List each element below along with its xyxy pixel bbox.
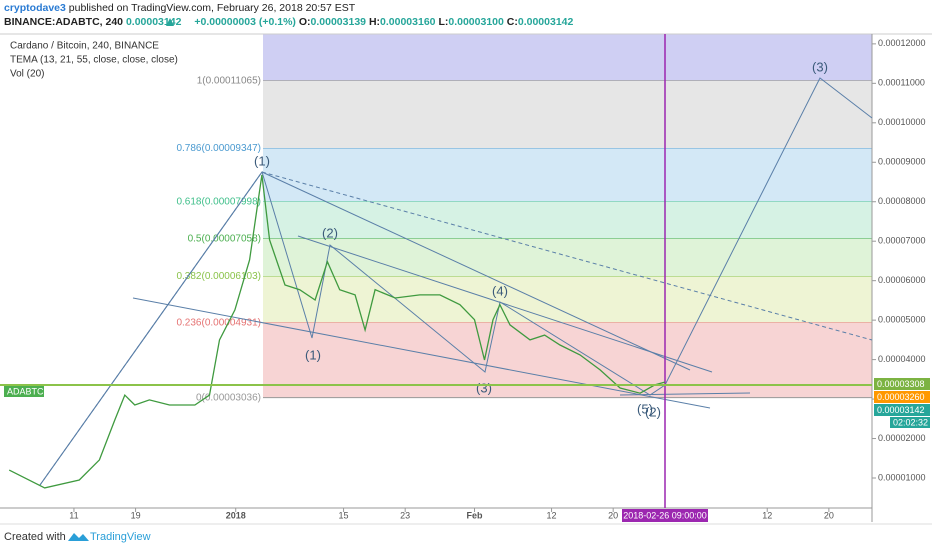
l: 0.00003100 [448,16,504,28]
fib-label: 0.236(0.00004931) [176,318,261,329]
fib-zone [263,276,872,323]
dashed-trend [261,171,873,341]
x-tick-label: 12 [547,510,557,520]
wave-path [39,77,873,486]
wave-label: (1) [254,153,270,168]
y-tick-label: 0.00007000 [878,236,926,246]
symbol-tag [4,386,44,397]
fib-label: 0.5(0.00007058) [188,234,261,245]
y-tick-label: 0.00012000 [878,38,926,48]
legend-title: Cardano / Bitcoin, 240, BINANCE [10,41,159,52]
x-tick-label: 23 [400,510,410,520]
date-tag-text: 2018-02-26 09:00:00 [623,510,707,520]
x-tick-label: Feb [467,510,484,520]
h: 0.00003160 [380,16,436,28]
symbol: BINANCE:ADABTC, 240 [4,16,123,28]
wave-label: (2) [645,404,661,419]
up-arrow [166,18,174,26]
flat-line [619,392,751,396]
o-label: O: [299,16,311,28]
grid-layer: 0.000010000.000020000.000030000.00004000… [69,38,925,520]
wave-label: (1) [305,347,321,362]
fib-label: 0.382(0.00006103) [176,271,261,282]
author: cryptodave3 [4,2,66,14]
x-tick-label: 20 [608,510,618,520]
o: 0.00003139 [311,16,367,28]
x-tick-label: 15 [339,510,349,520]
published: published on TradingView.com, February 2… [69,2,356,14]
legend-vol: Vol (20) [10,69,44,80]
y-tick-label: 0.00009000 [878,157,926,167]
fib-label: 0(0.00003036) [196,392,261,403]
price-tag [874,391,930,403]
x-tick-label: 12 [762,510,772,520]
y-tick-label: 0.00005000 [878,315,926,325]
price-tag-text: 0.00003260 [877,392,925,402]
fib-label: 0.618(0.00007998) [176,196,261,207]
wave-label: (4) [492,283,508,298]
wedge-lower [132,297,711,409]
header-line: cryptodave3 published on TradingView.com… [4,2,356,14]
wave-label: (3) [812,59,828,74]
logo [68,533,89,541]
wave-label: (2) [322,225,338,240]
price-tag-text: 0.00003308 [877,379,925,389]
fib-zone [263,322,872,398]
wedge-upper [297,235,713,373]
fib-zone [263,80,872,149]
wave-drawings [39,77,873,486]
y-tick-label: 0.00011000 [878,78,925,88]
fib-zone [263,201,872,239]
footer-brand: TradingView [90,531,151,543]
y-tick-label: 0.00002000 [878,433,926,443]
fib-zone [263,238,872,277]
c-label: C: [507,16,518,28]
x-tick-label: 11 [69,510,78,520]
price-tag-text: 0.00003142 [877,405,925,415]
date-tag [622,509,708,522]
l-label: L: [438,16,448,28]
price-line [8,174,665,489]
timer-text: 02:02:32 [893,417,928,427]
price-tag [874,404,930,416]
h-label: H: [369,16,380,28]
footer-created: Created with [4,531,66,543]
fib-label: 1(0.00011065) [197,75,261,86]
y-tick-label: 0.00010000 [878,117,926,127]
series-layer [8,174,665,489]
trend-line [261,171,691,371]
legend-tema: TEMA (13, 21, 55, close, close, close) [10,55,178,66]
quote-line: BINANCE:ADABTC, 240 0.00003142 +0.000000… [4,16,573,28]
wave-label: (5) [637,401,653,416]
change: +0.00000003 (+0.1%) [194,16,296,28]
fib-zone [263,34,872,81]
fib-layer: 1(0.00011065) 0.786(0.00009347) 0.618(0.00… [176,34,872,403]
dashed-trend [39,171,263,486]
fib-label: 0.786(0.00009347) [176,143,261,154]
wave-label: (3) [476,380,492,395]
y-tick-label: 0.00001000 [878,472,926,482]
symbol-tag-text: ADABTC [7,386,44,396]
x-tick-label: 19 [131,510,141,520]
price-tag [874,378,930,390]
x-tick-label: 20 [824,510,834,520]
y-tick-label: 0.00004000 [878,354,926,364]
y-tick-label: 0.00006000 [878,275,926,285]
c: 0.00003142 [518,16,574,28]
timer-tag [890,417,930,428]
x-tick-label: 2018 [226,510,246,520]
y-tick-label: 0.00008000 [878,196,926,206]
